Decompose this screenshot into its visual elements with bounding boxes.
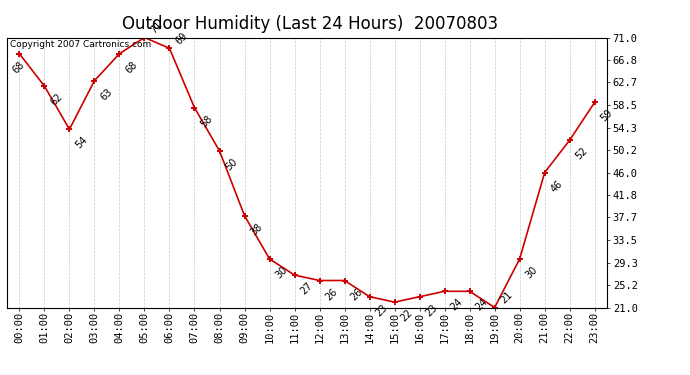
Text: 24: 24 xyxy=(448,297,464,313)
Text: 26: 26 xyxy=(348,286,364,302)
Text: 23: 23 xyxy=(424,302,440,318)
Text: 69: 69 xyxy=(174,30,189,46)
Text: Outdoor Humidity (Last 24 Hours)  20070803: Outdoor Humidity (Last 24 Hours) 2007080… xyxy=(122,15,499,33)
Text: 26: 26 xyxy=(324,286,339,302)
Text: 54: 54 xyxy=(74,135,90,151)
Text: 22: 22 xyxy=(399,308,415,324)
Text: 62: 62 xyxy=(48,92,64,108)
Text: 46: 46 xyxy=(549,178,564,194)
Text: Copyright 2007 Cartronics.com: Copyright 2007 Cartronics.com xyxy=(10,40,151,49)
Text: 30: 30 xyxy=(274,265,289,280)
Text: 38: 38 xyxy=(248,221,264,237)
Text: 50: 50 xyxy=(224,156,239,172)
Text: 63: 63 xyxy=(99,86,115,102)
Text: 27: 27 xyxy=(299,280,315,297)
Text: 24: 24 xyxy=(474,297,490,313)
Text: 30: 30 xyxy=(524,265,540,280)
Text: 52: 52 xyxy=(574,146,590,162)
Text: 59: 59 xyxy=(599,108,615,124)
Text: 21: 21 xyxy=(499,290,515,305)
Text: 23: 23 xyxy=(374,302,390,318)
Text: 68: 68 xyxy=(124,59,139,75)
Text: 58: 58 xyxy=(199,113,215,129)
Text: 68: 68 xyxy=(11,59,27,75)
Text: 71: 71 xyxy=(148,20,164,35)
